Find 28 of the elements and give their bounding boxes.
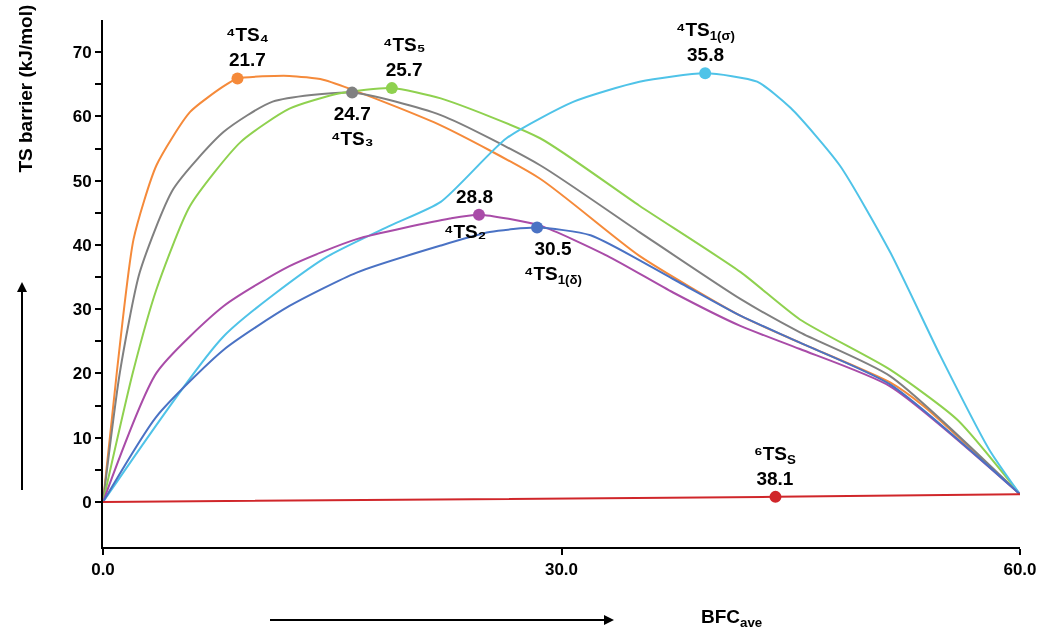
annotation: ⁶TS$_{S}$ 38.1: [754, 443, 797, 489]
point: [231, 72, 244, 85]
y-tick-label: 50: [72, 171, 92, 191]
x-axis-title: BFC$_{ave}$: [701, 606, 763, 630]
y-tick-label: 40: [72, 235, 92, 255]
y-tick-label: 30: [72, 300, 92, 320]
annotation: 28.8: [456, 186, 493, 207]
point: [769, 490, 782, 503]
x-tick-label: 0.0: [91, 560, 115, 580]
annotation: ⁴TS₂: [444, 221, 487, 242]
annotation: ⁴TS₅ 25.7: [383, 34, 426, 80]
y-tick-label: 0: [82, 492, 92, 512]
annotation: 30.5 ⁴TS$_{1(δ)}$: [524, 238, 583, 287]
point: [699, 67, 712, 80]
point: [531, 221, 544, 234]
point: [472, 208, 485, 221]
x-tick-label: 60.0: [1003, 560, 1037, 580]
y-tick-label: 70: [72, 43, 92, 63]
y-tick-label: 60: [72, 107, 92, 127]
y-tick-label: 20: [72, 364, 92, 384]
y-tick-label: 10: [72, 428, 92, 448]
x-tick-label: 30.0: [544, 560, 579, 580]
annotation: 24.7 ⁴TS₃: [331, 103, 374, 149]
point: [385, 82, 398, 95]
y-axis-title: TS barrier (kJ/mol): [14, 4, 36, 173]
annotation: ⁴TS₄ 21.7: [226, 24, 269, 70]
point: [346, 86, 359, 99]
annotation: ⁴TS$_{1(σ)}$ 35.8: [676, 19, 736, 65]
